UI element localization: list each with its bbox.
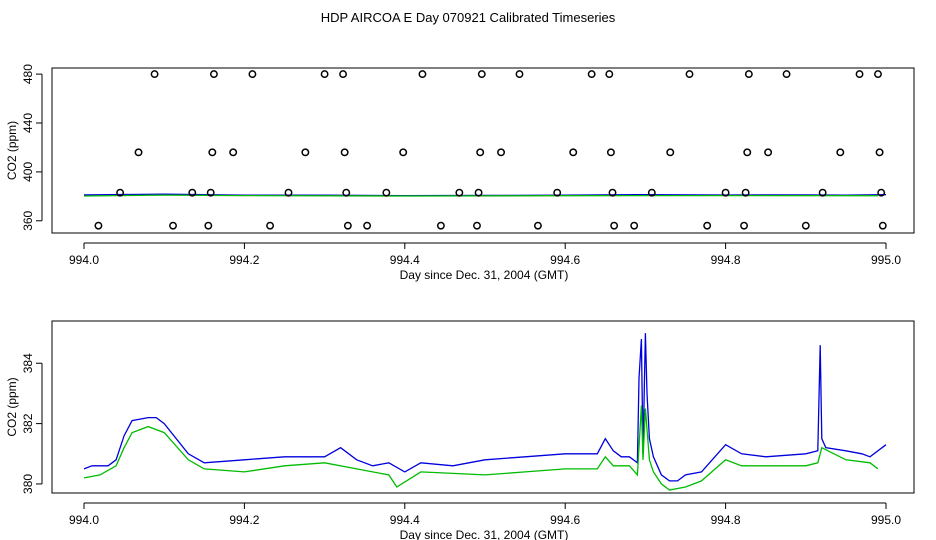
data-point — [169, 221, 177, 230]
data-point — [605, 70, 614, 79]
chart-panel-2: 994.0 994.2 994.4 994.6 994.8 995.0 Day since … — [5, 320, 915, 540]
x-tick-label: 995.0 — [871, 513, 901, 527]
data-point — [266, 221, 275, 230]
y-tick-label: 440 — [21, 113, 35, 133]
plot-frame — [51, 67, 915, 234]
data-point — [877, 188, 886, 197]
data-point — [150, 70, 159, 79]
y-axis-label: CO2 (ppm) — [5, 121, 19, 180]
plot-frame — [51, 320, 915, 494]
data-point — [116, 188, 125, 197]
y-tick-label: 400 — [21, 162, 35, 182]
x-tick-label: 994.4 — [390, 513, 420, 527]
x-tick-label: 994.8 — [711, 253, 741, 267]
data-point — [647, 188, 656, 197]
data-point — [721, 188, 730, 197]
x-tick-label: 994.2 — [229, 253, 259, 267]
data-point — [608, 188, 617, 197]
data-point — [515, 70, 524, 79]
data-point — [666, 148, 675, 157]
data-point — [630, 221, 639, 230]
data-point — [743, 148, 752, 157]
data-point — [703, 221, 712, 230]
data-point — [587, 70, 596, 79]
data-point — [418, 70, 427, 79]
data-point — [382, 188, 391, 197]
x-tick-label: 994.8 — [711, 513, 741, 527]
data-point — [208, 148, 217, 157]
x-tick-label: 994.6 — [550, 513, 580, 527]
data-point — [473, 221, 481, 230]
data-point — [399, 148, 408, 157]
series-line-1 — [83, 333, 887, 482]
data-point — [740, 221, 748, 230]
data-point — [284, 188, 293, 197]
data-point — [744, 70, 753, 79]
data-point — [340, 148, 349, 157]
data-point — [836, 148, 845, 157]
data-point — [741, 188, 750, 197]
data-point — [878, 221, 887, 230]
x-tick-label: 994.2 — [229, 513, 259, 527]
y-tick-label: 360 — [21, 210, 35, 230]
data-point — [553, 188, 562, 197]
data-point — [209, 70, 218, 79]
data-point — [874, 70, 882, 79]
data-point — [229, 148, 238, 157]
y-tick-label: 380 — [21, 474, 35, 494]
x-tick-label: 994.0 — [69, 253, 99, 267]
data-point — [206, 188, 215, 197]
data-point — [610, 221, 619, 230]
data-point — [320, 70, 329, 79]
data-point — [342, 188, 351, 197]
data-point — [875, 148, 884, 157]
data-point — [497, 148, 505, 157]
data-point — [339, 70, 347, 79]
page-title: HDP AIRCOA E Day 070921 Calibrated Times… — [320, 10, 616, 25]
data-point — [248, 70, 257, 79]
x-tick-label: 995.0 — [871, 253, 901, 267]
data-point — [134, 148, 143, 157]
data-point — [476, 148, 485, 157]
data-point — [606, 148, 615, 157]
data-point — [764, 148, 773, 157]
data-point — [533, 221, 542, 230]
data-point — [474, 188, 483, 197]
y-tick-label: 382 — [21, 413, 35, 433]
data-point — [94, 221, 103, 230]
data-point — [801, 221, 810, 230]
data-point — [818, 188, 827, 197]
data-point — [855, 70, 864, 79]
x-axis-label: Day since Dec. 31, 2004 (GMT) — [400, 528, 569, 540]
data-point — [204, 221, 213, 230]
data-point — [782, 70, 791, 79]
x-tick-label: 994.0 — [69, 513, 99, 527]
data-point — [343, 221, 352, 230]
data-point — [436, 221, 445, 230]
y-tick-label: 384 — [21, 353, 35, 373]
x-tick-label: 994.4 — [390, 253, 420, 267]
data-point — [363, 221, 372, 230]
series-line-2 — [83, 405, 879, 491]
data-point — [188, 188, 197, 197]
data-point — [455, 188, 464, 197]
data-point — [301, 148, 310, 157]
x-tick-label: 994.6 — [550, 253, 580, 267]
x-axis-label: Day since Dec. 31, 2004 (GMT) — [400, 268, 569, 282]
data-point — [477, 70, 486, 79]
y-tick-label: 480 — [21, 64, 35, 84]
y-axis-label: CO2 (ppm) — [5, 377, 19, 436]
chart-panel-1: 994.0 994.2 994.4 994.6 994.8 995.0 Day since … — [5, 64, 915, 282]
data-point — [685, 70, 694, 79]
data-point — [569, 148, 578, 157]
